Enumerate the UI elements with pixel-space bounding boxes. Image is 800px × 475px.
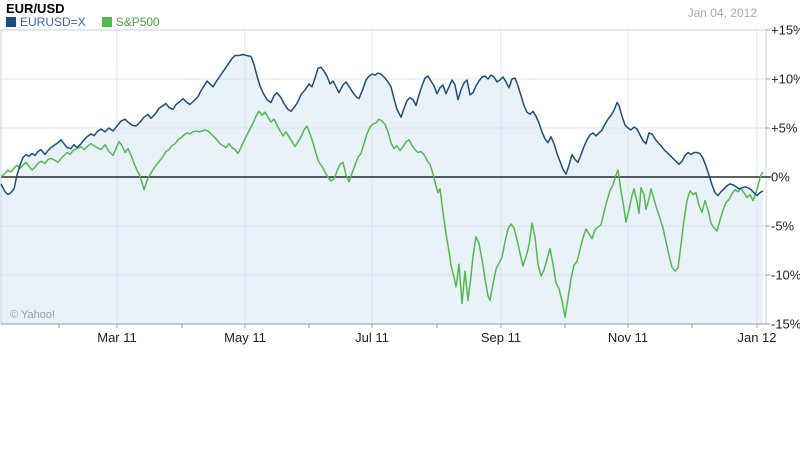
chart-legend: EURUSD=X S&P500	[6, 15, 160, 29]
x-axis-label: Sep 11	[481, 330, 521, 345]
y-axis-label: -5%	[771, 219, 795, 234]
x-axis-label: Jul 11	[355, 330, 389, 345]
legend-label-sp500: S&P500	[115, 15, 160, 29]
eurusd-area-fill	[1, 54, 763, 324]
x-axis-label: Jan 12	[737, 330, 776, 345]
series-line-eurusdx	[0, 53, 764, 197]
legend-item-eurusd[interactable]: EURUSD=X	[6, 15, 86, 29]
sp500-color-swatch-icon	[101, 17, 112, 27]
y-axis-label: +15%	[771, 23, 800, 38]
y-axis-label: +10%	[771, 72, 800, 87]
x-axis-label: Mar 11	[97, 330, 137, 345]
page-title: EUR/USD	[6, 1, 65, 16]
x-axis-label: Nov 11	[608, 330, 648, 345]
eurusd-color-swatch-icon	[6, 17, 16, 27]
y-axis-label: -15%	[771, 317, 800, 332]
chart-date-label: Jan 04, 2012	[687, 6, 757, 20]
x-axis-label: May 11	[224, 330, 266, 345]
series-line-sp500	[0, 110, 764, 318]
y-axis-label: 0%	[771, 170, 790, 185]
y-axis-label: -10%	[771, 268, 800, 283]
legend-item-sp500[interactable]: S&P500	[101, 15, 160, 29]
y-axis-label: +5%	[771, 121, 798, 136]
yahoo-watermark: © Yahoo!	[10, 309, 56, 321]
legend-label-eurusd: EURUSD=X	[20, 15, 86, 29]
